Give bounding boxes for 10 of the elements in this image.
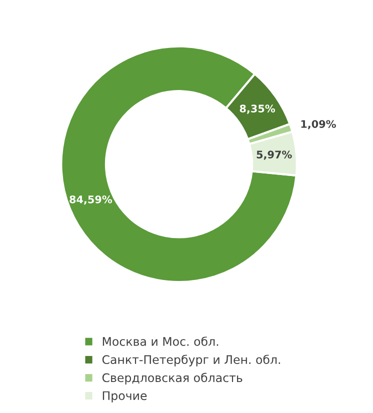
- legend-label: Санкт-Петербург и Лен. обл.: [102, 354, 280, 366]
- legend-label: Москва и Мос. обл.: [102, 336, 218, 346]
- donut-slice: [60, 45, 298, 284]
- donut-slice: [224, 72, 291, 140]
- data-label: 1,09%: [301, 120, 336, 130]
- data-label: 8,35%: [240, 104, 276, 114]
- data-label: 5,97%: [256, 150, 292, 160]
- data-label: 84,59%: [70, 195, 112, 205]
- legend-label: Прочие: [102, 391, 147, 402]
- legend-label: Свердловская область: [102, 372, 242, 384]
